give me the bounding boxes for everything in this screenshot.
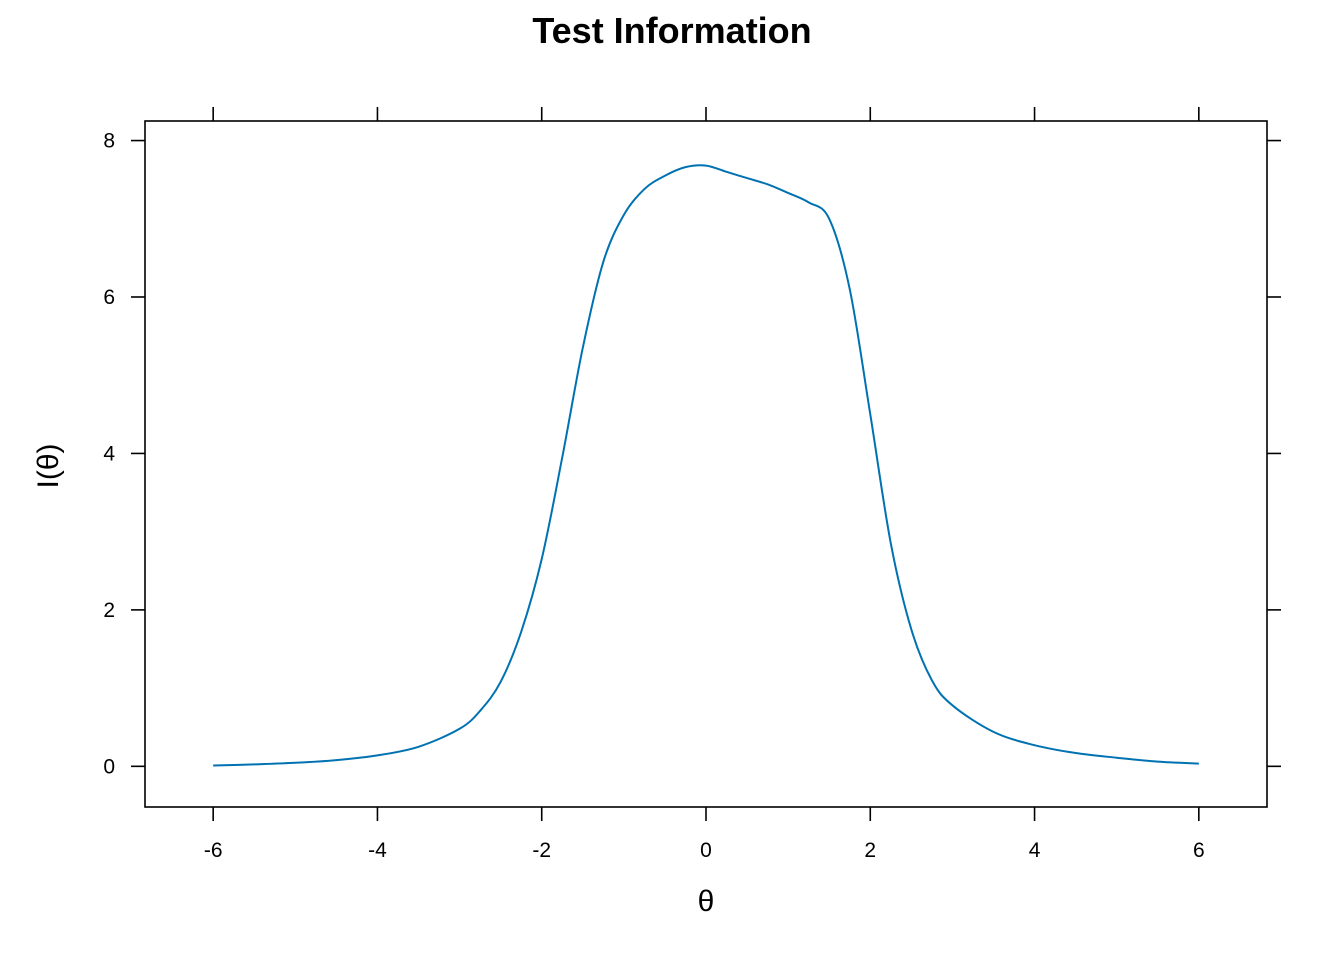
x-axis-title: θ [698, 885, 715, 918]
y-axis-right-ticks [1267, 139, 1281, 768]
x-tick-label: -6 [204, 839, 223, 862]
x-tick-label: 0 [700, 839, 712, 862]
y-tick-label: 6 [103, 286, 115, 309]
x-tick-label: 6 [1193, 839, 1205, 862]
y-tick-label: 4 [103, 442, 115, 465]
plot-frame [144, 120, 1268, 808]
y-axis-tick-labels: 0 2 4 6 8 [103, 130, 115, 779]
y-tick-label: 8 [103, 130, 115, 153]
y-axis-title: I(θ) [32, 444, 65, 489]
x-tick-label: 4 [1029, 839, 1041, 862]
x-axis-tick-labels: -6 -4 -2 0 2 4 6 [204, 839, 1205, 862]
x-axis-top-ticks [212, 107, 1200, 121]
x-tick-label: -2 [532, 839, 551, 862]
y-tick-label: 0 [103, 755, 115, 778]
chart-title: Test Information [532, 10, 811, 51]
x-axis-bottom-ticks [212, 807, 1200, 821]
y-tick-label: 2 [103, 599, 115, 622]
x-tick-label: 2 [864, 839, 876, 862]
test-information-line [213, 164, 1199, 767]
y-axis-left-ticks [131, 139, 145, 768]
x-tick-label: -4 [368, 839, 387, 862]
